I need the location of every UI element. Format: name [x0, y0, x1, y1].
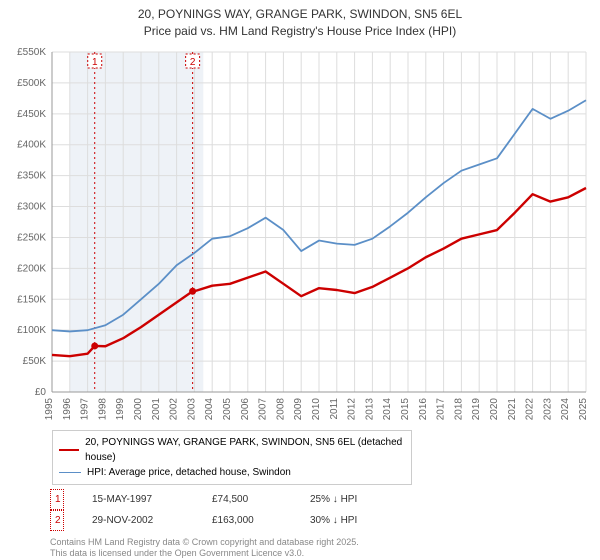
- chart-area: £0 £50K £100K £150K £200K £250K £300K £350K £400…: [6, 46, 594, 426]
- legend: 20, POYNINGS WAY, GRANGE PARK, SWINDON, …: [52, 430, 412, 485]
- svg-text:2013: 2013: [364, 397, 375, 420]
- svg-text:£300K: £300K: [17, 201, 46, 212]
- svg-text:2015: 2015: [400, 397, 411, 420]
- svg-text:2011: 2011: [329, 397, 340, 419]
- svg-text:2003: 2003: [186, 397, 197, 420]
- svg-text:2023: 2023: [542, 397, 553, 420]
- legend-swatch: [59, 449, 79, 451]
- sale-date: 29-NOV-2002: [92, 511, 184, 530]
- svg-text:2001: 2001: [151, 397, 162, 420]
- svg-text:2004: 2004: [204, 397, 215, 420]
- footer-line-2: This data is licensed under the Open Gov…: [50, 548, 594, 560]
- svg-text:2000: 2000: [133, 397, 144, 420]
- sale-pct-vs-hpi: 30% ↓ HPI: [310, 511, 410, 530]
- sale-marker-id: 2: [50, 510, 64, 531]
- svg-text:2019: 2019: [471, 397, 482, 420]
- svg-text:1: 1: [92, 57, 98, 68]
- svg-text:2024: 2024: [560, 397, 571, 420]
- sales-markers-table: 1 15-MAY-1997 £74,500 25% ↓ HPI 2 29-NOV-2002…: [50, 489, 594, 531]
- title-line-1: 20, POYNINGS WAY, GRANGE PARK, SWINDON, …: [6, 6, 594, 23]
- sale-pct-vs-hpi: 25% ↓ HPI: [310, 490, 410, 509]
- svg-text:£400K: £400K: [17, 139, 46, 150]
- svg-text:£250K: £250K: [17, 232, 46, 243]
- svg-text:£350K: £350K: [17, 170, 46, 181]
- svg-text:1997: 1997: [80, 397, 91, 420]
- sale-marker-id: 1: [50, 489, 64, 510]
- sale-price: £163,000: [212, 511, 282, 530]
- svg-text:£200K: £200K: [17, 263, 46, 274]
- svg-text:2012: 2012: [347, 397, 358, 420]
- svg-text:2018: 2018: [453, 397, 464, 420]
- title-line-2: Price paid vs. HM Land Registry's House …: [6, 23, 594, 40]
- svg-text:£450K: £450K: [17, 108, 46, 119]
- legend-swatch: [59, 472, 81, 473]
- svg-text:2025: 2025: [578, 397, 589, 420]
- svg-text:£100K: £100K: [17, 325, 46, 336]
- svg-text:2007: 2007: [258, 397, 269, 420]
- sale-date: 15-MAY-1997: [92, 490, 184, 509]
- line-chart: £0 £50K £100K £150K £200K £250K £300K £350K £400…: [6, 46, 594, 426]
- svg-text:£0: £0: [35, 387, 47, 398]
- sale-row: 2 29-NOV-2002 £163,000 30% ↓ HPI: [50, 510, 594, 531]
- footer-line-1: Contains HM Land Registry data © Crown c…: [50, 537, 594, 549]
- svg-text:£150K: £150K: [17, 294, 46, 305]
- svg-text:2020: 2020: [489, 397, 500, 420]
- sale-price: £74,500: [212, 490, 282, 509]
- sale-row: 1 15-MAY-1997 £74,500 25% ↓ HPI: [50, 489, 594, 510]
- svg-text:£550K: £550K: [17, 47, 46, 58]
- svg-text:2002: 2002: [169, 397, 180, 420]
- legend-item: 20, POYNINGS WAY, GRANGE PARK, SWINDON, …: [59, 435, 405, 465]
- legend-label: HPI: Average price, detached house, Swin…: [87, 465, 291, 480]
- svg-text:1998: 1998: [97, 397, 108, 420]
- svg-text:2021: 2021: [507, 397, 518, 420]
- svg-text:2008: 2008: [275, 397, 286, 420]
- svg-text:1996: 1996: [62, 397, 73, 420]
- svg-text:£50K: £50K: [23, 356, 47, 367]
- svg-text:2022: 2022: [525, 397, 536, 420]
- svg-text:2005: 2005: [222, 397, 233, 420]
- legend-label: 20, POYNINGS WAY, GRANGE PARK, SWINDON, …: [85, 435, 405, 465]
- legend-item: HPI: Average price, detached house, Swin…: [59, 465, 405, 480]
- footer-attribution: Contains HM Land Registry data © Crown c…: [50, 537, 594, 560]
- svg-text:2017: 2017: [436, 397, 447, 420]
- svg-text:2014: 2014: [382, 397, 393, 420]
- svg-text:1999: 1999: [115, 397, 126, 420]
- chart-title: 20, POYNINGS WAY, GRANGE PARK, SWINDON, …: [6, 6, 594, 40]
- svg-text:2009: 2009: [293, 397, 304, 420]
- svg-text:2010: 2010: [311, 397, 322, 420]
- svg-text:1995: 1995: [44, 397, 55, 420]
- svg-text:2016: 2016: [418, 397, 429, 420]
- svg-text:2: 2: [190, 57, 196, 68]
- svg-text:£500K: £500K: [17, 78, 46, 89]
- svg-text:2006: 2006: [240, 397, 251, 420]
